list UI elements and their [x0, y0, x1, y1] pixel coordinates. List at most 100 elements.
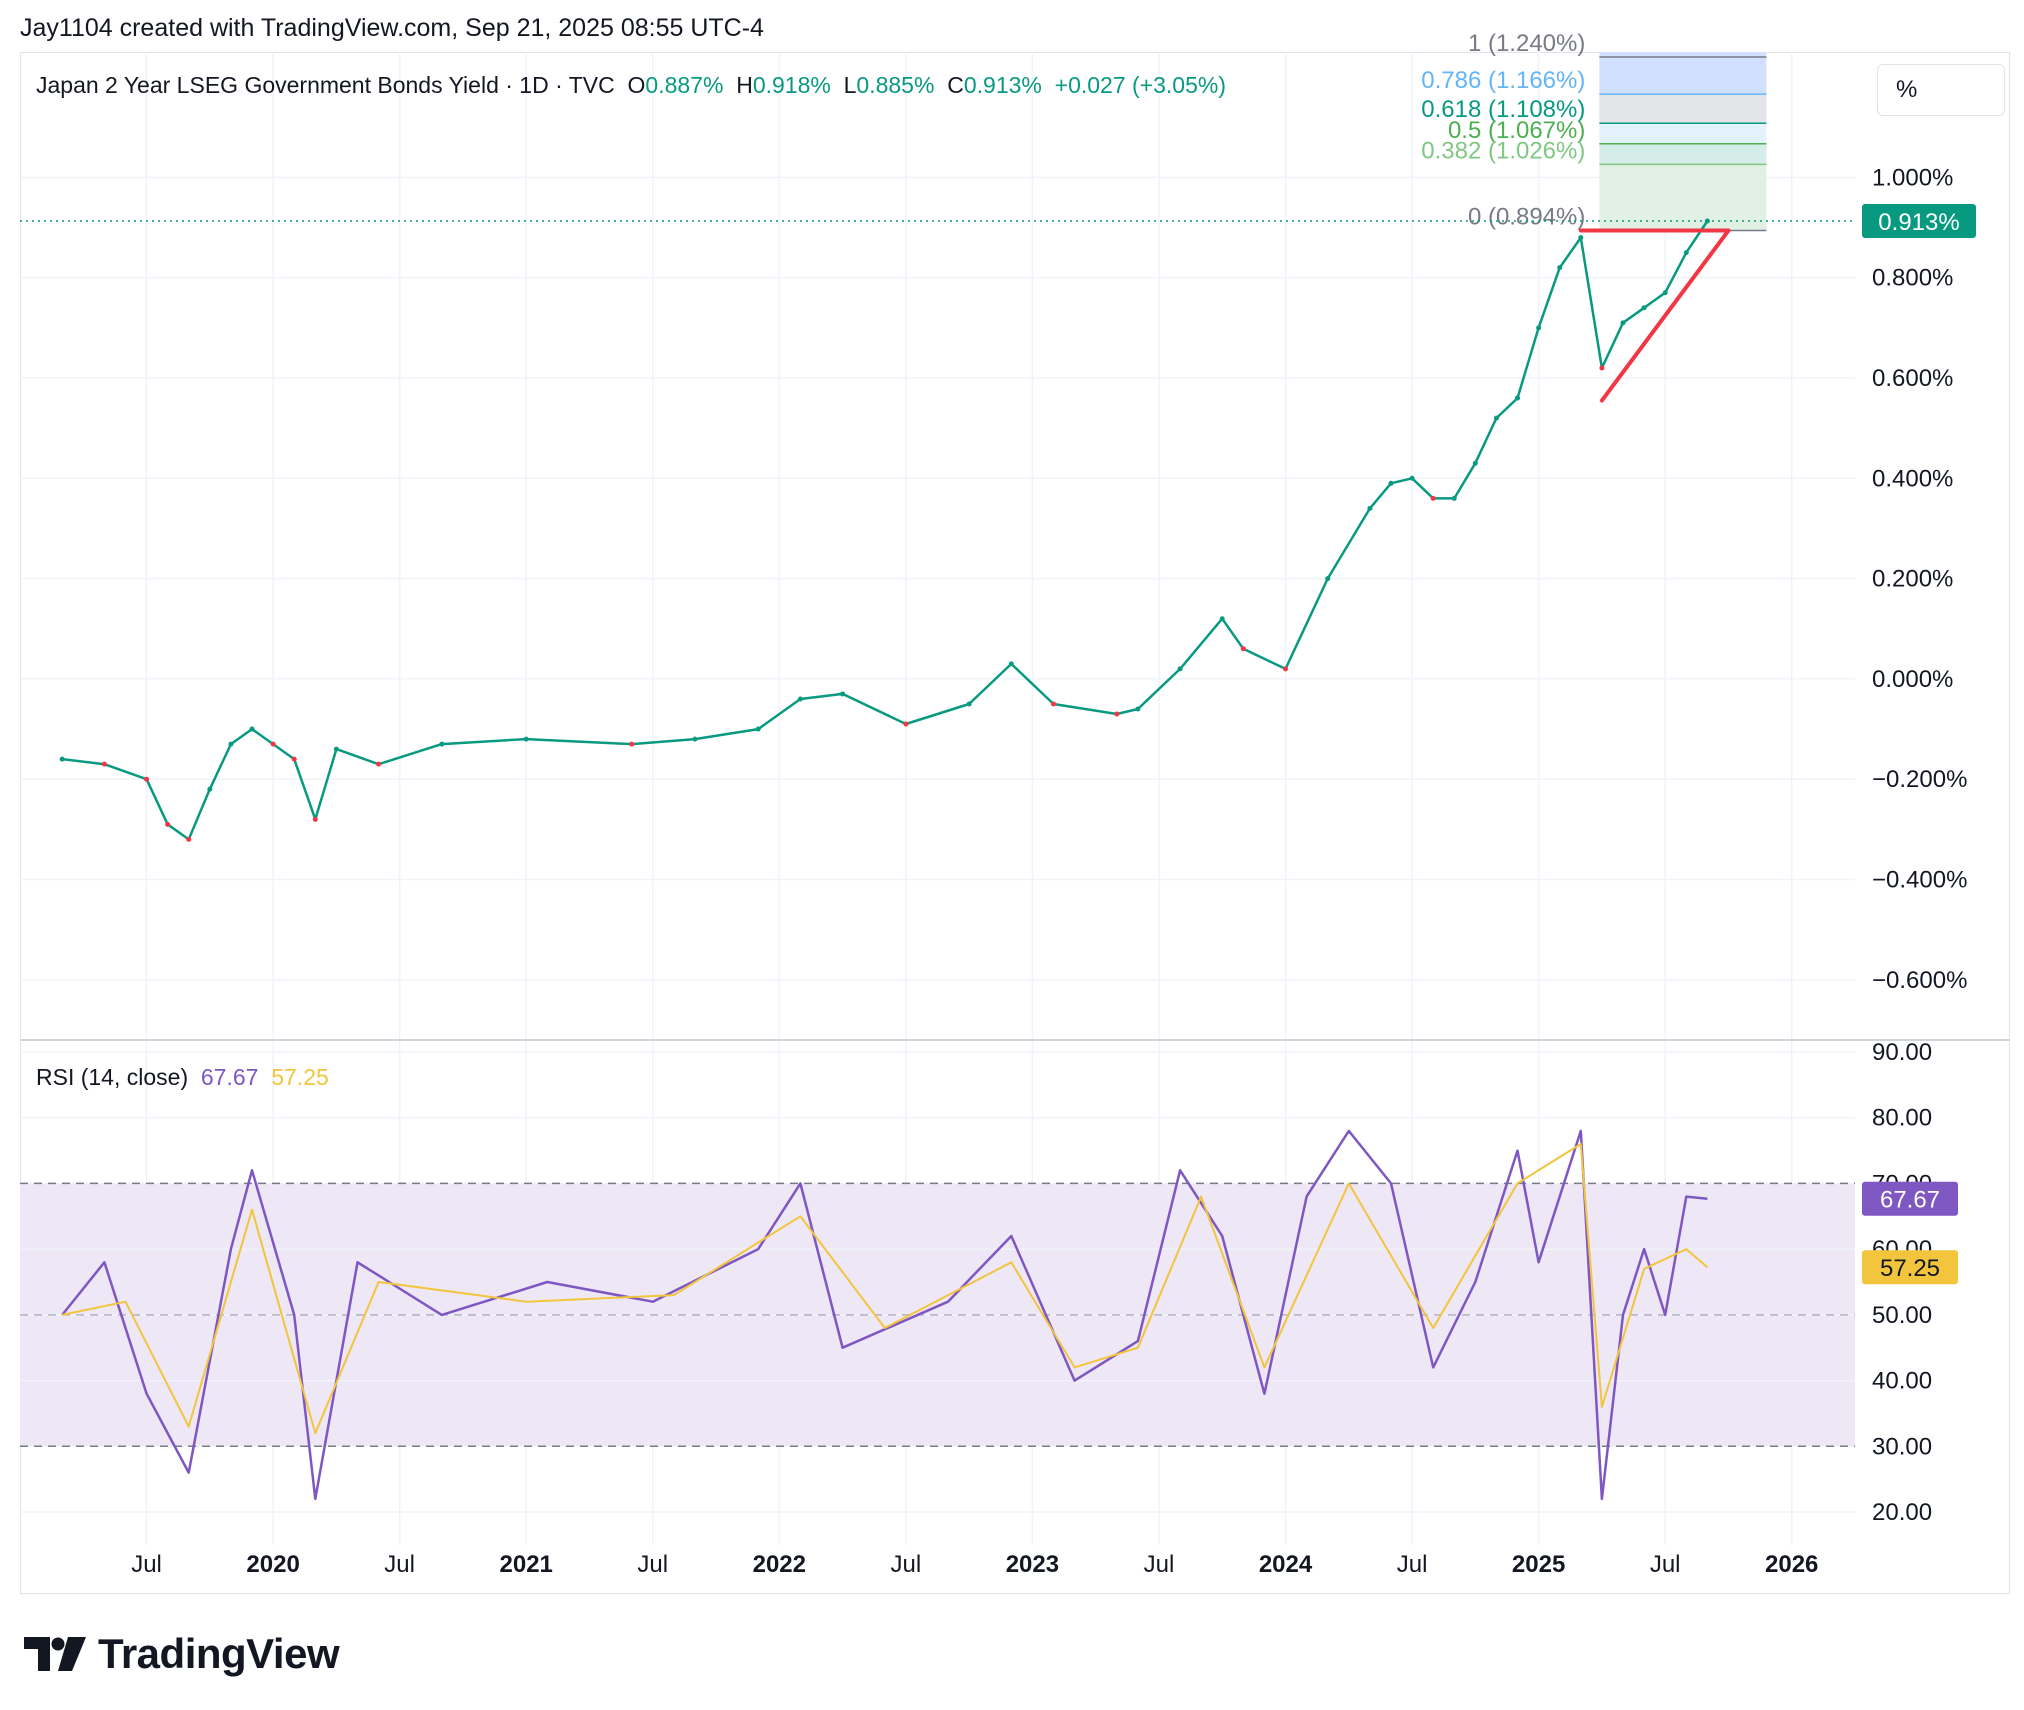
time-tick-label: 2026: [1765, 1551, 1818, 1578]
price-tick-label: 1.000%: [1872, 164, 1953, 191]
brand-name: TradingView: [98, 1630, 340, 1677]
price-point: [797, 696, 803, 702]
fib-band: [1599, 164, 1767, 231]
unit-toggle-button[interactable]: %: [1877, 64, 2005, 116]
price-point: [1219, 616, 1225, 622]
rsi-axis: 90.0080.0070.0060.0050.0040.0030.0020.00…: [1862, 1039, 1958, 1526]
price-point: [755, 726, 761, 732]
price-point: [1620, 320, 1626, 326]
fib-level-label: 0.786 (1.166%): [1421, 67, 1585, 94]
chart-frame: [20, 52, 2010, 1594]
price-point: [1578, 235, 1584, 241]
fib-level-label: 0.382 (1.026%): [1421, 137, 1585, 164]
time-tick-label: 2025: [1512, 1551, 1565, 1578]
trendline: [1599, 228, 1731, 403]
header-note: Jay1104 created with TradingView.com, Se…: [20, 14, 764, 42]
price-point: [376, 761, 382, 767]
price-point: [291, 756, 297, 762]
open-label: O: [627, 72, 646, 98]
rsi-ma-value: 57.25: [271, 1064, 329, 1090]
price-tick-label: 0.200%: [1872, 566, 1953, 593]
time-tick-label: 2023: [1006, 1551, 1059, 1578]
time-tick-label: 2021: [500, 1551, 553, 1578]
price-tick-label: 0.600%: [1872, 365, 1953, 392]
price-axis: 1.000% 0.800% 0.600% 0.400% 0.200% 0.000% −0.2…: [1862, 164, 1976, 994]
price-point: [903, 721, 909, 727]
symbol-title: Japan 2 Year LSEG Government Bonds Yield…: [36, 72, 615, 98]
time-tick-label: 2022: [753, 1551, 806, 1578]
price-point: [1451, 495, 1457, 501]
price-grid: [20, 52, 1855, 1040]
trendlines: [1578, 228, 1731, 403]
rsi-value-badge: [1862, 1181, 1958, 1216]
time-tick-label: Jul: [1397, 1551, 1428, 1578]
rsi-tick-label: 20.00: [1872, 1499, 1932, 1526]
rsi-value-label: 67.67: [1880, 1187, 1940, 1214]
time-tick-label: 2020: [246, 1551, 299, 1578]
rsi-legend: RSI (14, close) 67.67 57.25: [36, 1064, 329, 1091]
price-point: [1283, 666, 1289, 672]
time-tick-label: Jul: [637, 1551, 668, 1578]
time-tick-label: 2024: [1259, 1551, 1313, 1578]
rsi-tick-label: 40.00: [1872, 1368, 1932, 1395]
price-point: [249, 726, 255, 732]
fib-band: [1599, 143, 1767, 165]
price-point: [1662, 290, 1668, 296]
fib-band: [1599, 94, 1767, 124]
high-value: 0.918%: [752, 72, 831, 98]
price-tick-label: −0.200%: [1872, 766, 1967, 793]
close-label: C: [947, 72, 964, 98]
price-point: [59, 756, 65, 762]
price-legend: Japan 2 Year LSEG Government Bonds Yield…: [36, 72, 1226, 99]
price-point: [1177, 666, 1183, 672]
current-price-badge: [1862, 204, 1976, 239]
fib-band: [1599, 57, 1767, 95]
price-point: [1135, 706, 1141, 712]
price-point: [840, 691, 846, 697]
price-tick-label: 0.400%: [1872, 465, 1953, 492]
price-point: [207, 786, 213, 792]
price-point: [629, 741, 635, 747]
price-tick-label: 0.800%: [1872, 265, 1953, 292]
rsi-ma-badge: [1862, 1250, 1958, 1285]
high-label: H: [736, 72, 753, 98]
price-tick-label: −0.400%: [1872, 867, 1967, 894]
price-point: [1493, 415, 1499, 421]
price-series: [20, 218, 1855, 842]
fib-level-label: 0 (0.894%): [1468, 204, 1585, 231]
time-tick-label: Jul: [131, 1551, 162, 1578]
price-point: [1240, 646, 1246, 652]
fib-level-label: 0.5 (1.067%): [1448, 117, 1585, 144]
fibonacci-retracement: 1 (1.240%)0.786 (1.166%)0.618 (1.108%)0.…: [1421, 30, 1767, 232]
low-value: 0.885%: [856, 72, 935, 98]
low-label: L: [843, 72, 857, 98]
price-point: [1325, 576, 1331, 582]
rsi-grid: [20, 1040, 1855, 1545]
fib-band: [1599, 123, 1767, 144]
price-point: [1367, 505, 1373, 511]
price-point: [523, 736, 529, 742]
price-point: [966, 701, 972, 707]
price-point: [270, 741, 276, 747]
price-point: [1536, 325, 1542, 331]
rsi-title: RSI (14, close): [36, 1064, 189, 1090]
tradingview-brand[interactable]: TradingView: [24, 1630, 340, 1678]
rsi-ma-label: 57.25: [1880, 1255, 1940, 1282]
price-point: [186, 836, 192, 842]
close-value: 0.913%: [963, 72, 1042, 98]
time-tick-label: Jul: [1144, 1551, 1175, 1578]
price-point: [439, 741, 445, 747]
price-point: [1388, 480, 1394, 486]
price-point: [1472, 460, 1478, 466]
price-tick-label: 0.000%: [1872, 666, 1953, 693]
open-value: 0.887%: [645, 72, 724, 98]
price-point: [1430, 495, 1436, 501]
current-price-label: 0.913%: [1878, 209, 1959, 236]
rsi-tick-label: 90.00: [1872, 1039, 1932, 1066]
time-tick-label: Jul: [1650, 1551, 1681, 1578]
price-point: [1409, 475, 1415, 481]
price-point: [692, 736, 698, 742]
rsi-ma-line: [61, 1143, 1709, 1435]
price-point: [1641, 305, 1647, 311]
